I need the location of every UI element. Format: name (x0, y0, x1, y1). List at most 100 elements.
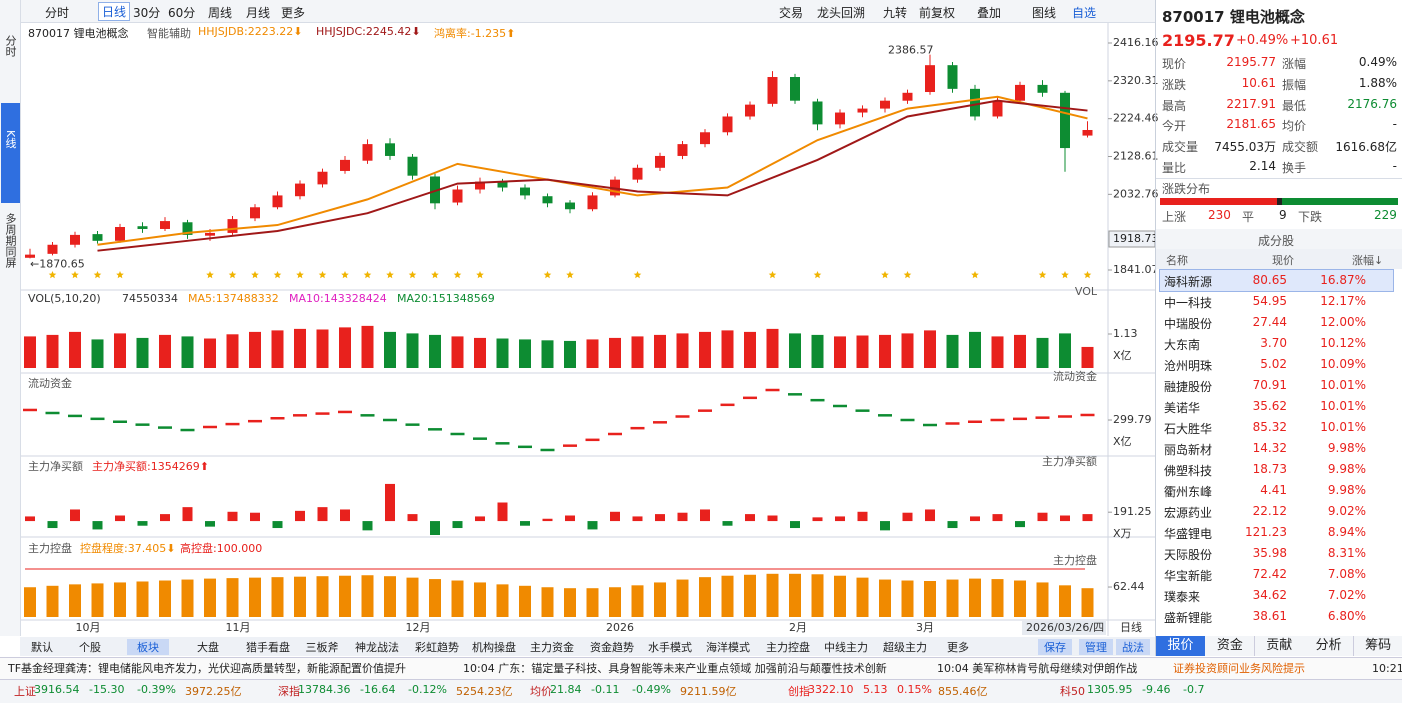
bottom-tab[interactable]: 大盘 (197, 641, 219, 654)
bottom-tab[interactable]: 默认 (31, 641, 53, 654)
quote-tab[interactable]: 筹码 (1353, 636, 1402, 656)
stock-name[interactable]: 璞泰来 (1164, 590, 1201, 604)
toolbar-button[interactable]: 分时 (45, 6, 70, 20)
netbuy-bar (47, 521, 58, 529)
news-item[interactable]: TF基金经理龚涛：锂电储能风电齐发力，光伏迎高质量转型，新能源配置价值提升 (8, 662, 407, 675)
sidebar-tab[interactable]: 分时 (4, 35, 17, 57)
volume-bar (316, 329, 329, 368)
bottom-tab[interactable]: 超级主力 (883, 641, 927, 654)
volume-bar (91, 339, 104, 368)
toolbar-button[interactable]: 图线 (1032, 6, 1057, 20)
signal-star (1038, 271, 1047, 279)
stock-price: 18.73 (1252, 462, 1287, 476)
stock-name[interactable]: 华宝新能 (1164, 569, 1213, 583)
bottom-tab[interactable]: 个股 (79, 641, 101, 654)
bottom-tab[interactable]: 管理 (1079, 639, 1113, 655)
quote-tab[interactable]: 报价 (1156, 636, 1206, 656)
control-bar (496, 584, 509, 617)
candle-body (745, 104, 755, 117)
bottom-tab[interactable]: 更多 (947, 641, 969, 654)
toolbar-button[interactable]: 日线 (98, 2, 131, 21)
period-label: 日线 (1120, 620, 1142, 634)
toolbar-button[interactable]: 自选 (1072, 6, 1097, 20)
volume-bar (1036, 337, 1049, 368)
stock-name[interactable]: 衢州东峰 (1164, 485, 1213, 499)
stock-name[interactable]: 石大胜华 (1164, 422, 1213, 436)
quote-tab[interactable]: 资金 (1205, 636, 1256, 656)
high-label: 2386.57 (888, 44, 934, 57)
volume-bar (294, 328, 306, 368)
index-name[interactable]: 均价 (530, 685, 552, 698)
stock-name[interactable]: 盛新锂能 (1164, 611, 1213, 625)
netbuy-bar (1037, 512, 1048, 522)
stock-pct: 9.02% (1327, 504, 1366, 518)
toolbar-button[interactable]: 更多 (281, 6, 306, 20)
bottom-tab[interactable]: 保存 (1038, 639, 1072, 655)
candle-body (362, 144, 373, 161)
toolbar-button[interactable]: 叠加 (977, 6, 1002, 20)
stock-name[interactable]: 大东南 (1164, 338, 1201, 352)
stock-name[interactable]: 佛塑科技 (1164, 464, 1213, 478)
bottom-tab[interactable]: 战法 (1116, 639, 1150, 655)
quote-price: 2195.77 (1162, 31, 1235, 50)
bottom-tab[interactable]: 主力资金 (530, 641, 574, 654)
stock-name[interactable]: 沧州明珠 (1164, 359, 1213, 373)
toolbar-button[interactable]: 30分 (133, 6, 161, 20)
stock-name[interactable]: 中瑞股份 (1164, 317, 1213, 331)
toolbar-button[interactable]: 龙头回溯 (817, 6, 866, 20)
control-bar (541, 587, 554, 617)
stock-name[interactable]: 宏源药业 (1164, 506, 1213, 520)
quote-tab[interactable]: 贡献 (1254, 636, 1305, 656)
stock-name[interactable]: 天际股份 (1164, 548, 1213, 562)
quote-label: 最高 (1162, 98, 1187, 113)
control-bar (879, 579, 891, 617)
bottom-tab[interactable]: 神龙战法 (355, 641, 399, 654)
dist-label: 平 (1242, 210, 1255, 224)
bottom-tab[interactable]: 水手模式 (648, 641, 692, 654)
news-item[interactable]: 证券投资顾问业务风险提示 (1173, 662, 1305, 675)
unit-label: X万 (1113, 527, 1132, 540)
toolbar-button[interactable]: 60分 (168, 6, 196, 20)
toolbar-button[interactable]: 九转 (883, 6, 908, 20)
bottom-tab[interactable]: 中线主力 (824, 641, 868, 654)
candle-body (47, 244, 58, 254)
news-item[interactable]: 10:21 电 (1372, 662, 1402, 675)
stock-name[interactable]: 海科新源 (1164, 275, 1213, 289)
bottom-tab[interactable]: 机构操盘 (472, 641, 516, 654)
toolbar-button[interactable]: 周线 (208, 6, 233, 20)
news-item[interactable]: 10:04 美军称林肯号航母继续对伊朗作战 (937, 662, 1138, 675)
stock-name[interactable]: 融捷股份 (1164, 380, 1213, 394)
signal-star (296, 271, 304, 279)
stock-name[interactable]: 华盛锂电 (1164, 527, 1213, 541)
toolbar-button[interactable]: 前复权 (919, 6, 956, 20)
bottom-tab[interactable]: 彩虹趋势 (415, 641, 459, 654)
sidebar-tab[interactable]: K线 (4, 130, 17, 149)
stock-name[interactable]: 美诺华 (1164, 401, 1201, 415)
control-bar (361, 575, 374, 617)
bottom-tab[interactable]: 资金趋势 (590, 641, 634, 654)
index-value: -0.49% (632, 683, 671, 696)
volume-bar (541, 340, 554, 368)
news-item[interactable]: 10:04 广东：锚定量子科技、具身智能等未来产业重点领域 加强前沿与颠覆性技术… (463, 662, 887, 675)
index-name[interactable]: 科50 (1060, 685, 1085, 698)
candle-body (70, 234, 80, 245)
netbuy-bar (947, 521, 958, 529)
bottom-tab[interactable]: 三板斧 (305, 641, 339, 654)
index-name[interactable]: 上证 (14, 685, 36, 698)
quote-tab[interactable]: 分析 (1304, 636, 1355, 656)
index-name[interactable]: 深指 (278, 685, 300, 698)
quote-title: 870017 锂电池概念 (1162, 8, 1305, 26)
bottom-tab[interactable]: 板块 (127, 639, 169, 655)
bottom-tab[interactable]: 海洋模式 (706, 641, 750, 654)
toolbar-button[interactable]: 月线 (246, 6, 271, 20)
toolbar-button[interactable]: 交易 (779, 6, 804, 20)
stock-name[interactable]: 中一科技 (1164, 296, 1213, 310)
index-name[interactable]: 创指 (788, 685, 810, 698)
netbuy-bar (205, 521, 215, 527)
netbuy-bar (430, 521, 440, 535)
bottom-tab[interactable]: 主力控盘 (766, 641, 810, 654)
stock-name[interactable]: 丽岛新材 (1164, 443, 1213, 457)
sidebar-tab[interactable]: 多周期同屏 (4, 213, 17, 268)
bottom-tab[interactable]: 猎手看盘 (246, 641, 290, 654)
x-tick-label: 2026 (606, 621, 634, 634)
